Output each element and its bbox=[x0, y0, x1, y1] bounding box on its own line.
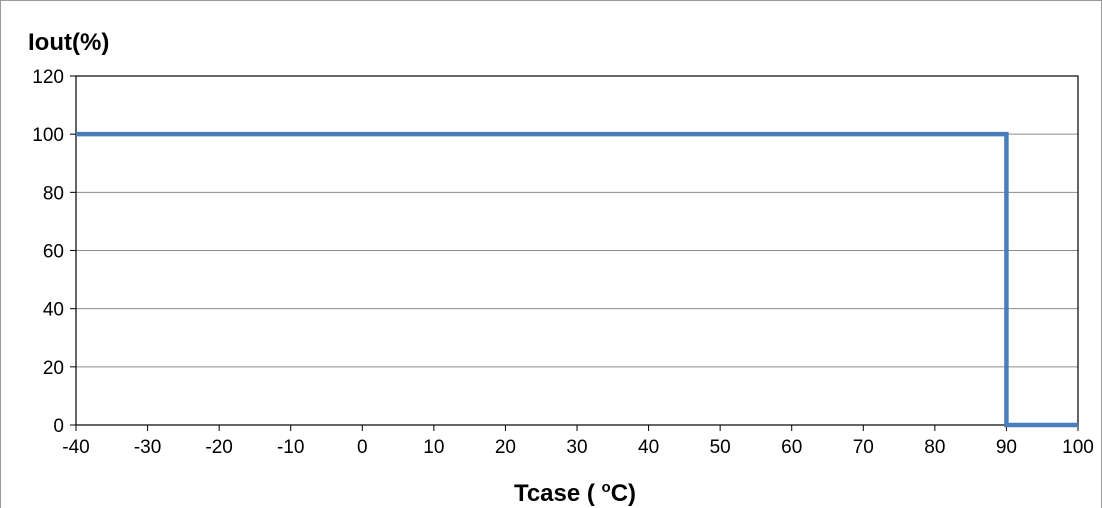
series-line-0 bbox=[76, 131, 1078, 428]
y-tick-label: 40 bbox=[43, 300, 64, 321]
y-tick-label: 20 bbox=[43, 358, 64, 379]
x-tick-label: 40 bbox=[638, 437, 659, 458]
x-tick-label: 70 bbox=[853, 437, 874, 458]
y-tick-label: 80 bbox=[43, 183, 64, 204]
y-tick-label: 120 bbox=[32, 67, 64, 88]
y-tick-label: 100 bbox=[32, 125, 64, 146]
x-tick-label: 90 bbox=[996, 437, 1017, 458]
x-tick-label: -40 bbox=[62, 437, 89, 458]
x-tick-label: 80 bbox=[924, 437, 945, 458]
x-tick-label: 100 bbox=[1062, 437, 1094, 458]
x-tick-label: 0 bbox=[357, 437, 368, 458]
x-tick-label: 20 bbox=[495, 437, 516, 458]
x-tick-label: 60 bbox=[781, 437, 802, 458]
x-tick-label: 10 bbox=[423, 437, 444, 458]
x-axis-title-unit: C) bbox=[611, 480, 636, 507]
x-tick-label: -30 bbox=[134, 437, 161, 458]
gridlines bbox=[76, 75, 1078, 426]
x-axis-title: Tcase ( oC) bbox=[514, 479, 636, 507]
series-layer bbox=[76, 131, 1078, 428]
x-tick-label: 30 bbox=[566, 437, 587, 458]
y-tick-label: 60 bbox=[43, 242, 64, 263]
x-tick-label: -10 bbox=[277, 437, 304, 458]
y-axis-ticks: 0 20 40 60 80 100 120 bbox=[32, 67, 76, 437]
x-axis-ticks: -40 -30 -20 -10 0 10 20 30 40 50 60 70 80 90 100 bbox=[62, 425, 1094, 458]
x-axis-title-main: Tcase ( bbox=[514, 480, 602, 507]
x-tick-label: 50 bbox=[710, 437, 731, 458]
y-axis-title: Iout(%) bbox=[28, 29, 109, 56]
y-tick-label: 0 bbox=[53, 416, 64, 437]
x-axis-title-degree: o bbox=[602, 479, 611, 496]
x-tick-label: -20 bbox=[205, 437, 232, 458]
